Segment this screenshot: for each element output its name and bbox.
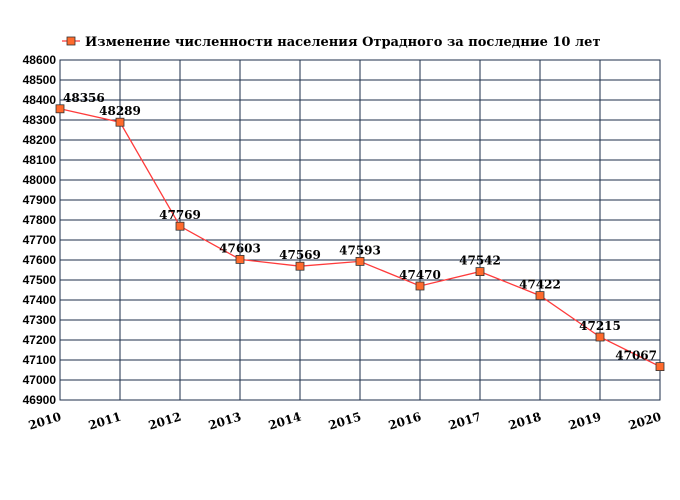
- data-point: [535, 291, 545, 301]
- data-label: 47067: [615, 349, 657, 363]
- y-tick-label: 47500: [23, 273, 57, 287]
- x-tick-label: 2011: [87, 409, 123, 432]
- data-label: 47422: [519, 278, 561, 292]
- data-point: [475, 267, 485, 277]
- data-label: 47569: [279, 248, 321, 262]
- data-label: 47603: [219, 241, 261, 255]
- data-label: 47542: [459, 254, 501, 268]
- x-tick-label: 2020: [627, 409, 663, 432]
- data-point: [295, 261, 305, 271]
- x-tick-label: 2018: [507, 409, 543, 432]
- data-label: 47593: [339, 243, 381, 257]
- x-tick-label: 2017: [447, 409, 483, 432]
- y-tick-label: 48000: [23, 173, 57, 187]
- series-group: [55, 104, 665, 372]
- x-tick-label: 2014: [267, 409, 303, 432]
- y-tick-label: 47600: [23, 253, 57, 267]
- y-tick-label: 48500: [23, 73, 57, 87]
- data-point: [115, 117, 125, 127]
- y-tick-label: 48100: [23, 153, 57, 167]
- grid: [59, 59, 661, 401]
- y-tick-label: 46900: [23, 393, 57, 407]
- y-tick-label: 48200: [23, 133, 57, 147]
- x-tick-label: 2010: [27, 409, 63, 432]
- x-tick-label: 2015: [327, 409, 363, 432]
- y-tick-label: 47000: [23, 373, 57, 387]
- y-tick-label: 47800: [23, 213, 57, 227]
- data-label: 47769: [159, 208, 201, 222]
- data-label: 48289: [99, 104, 141, 118]
- data-point: [415, 281, 425, 291]
- y-tick-label: 47700: [23, 233, 57, 247]
- data-label: 47215: [579, 319, 621, 333]
- data-label: 47470: [399, 268, 441, 282]
- legend-marker: [66, 36, 76, 46]
- data-point: [175, 221, 185, 231]
- y-tick-label: 47300: [23, 313, 57, 327]
- data-point: [595, 332, 605, 342]
- y-tick-label: 48600: [23, 53, 57, 67]
- data-point: [655, 362, 665, 372]
- y-tick-labels: 46900 47000 47100 47200 47300 47400 47500 47600…: [23, 53, 57, 407]
- data-label: 48356: [63, 91, 105, 105]
- y-tick-label: 48400: [23, 93, 57, 107]
- data-point: [55, 104, 65, 114]
- y-tick-label: 48300: [23, 113, 57, 127]
- legend-label: Изменение численности населения Отрадног…: [85, 35, 601, 50]
- y-tick-label: 47100: [23, 353, 57, 367]
- y-tick-label: 47400: [23, 293, 57, 307]
- x-tick-label: 2012: [147, 409, 183, 432]
- data-point: [235, 254, 245, 264]
- legend: Изменение численности населения Отрадног…: [62, 35, 601, 50]
- data-point: [355, 256, 365, 266]
- x-tick-label: 2013: [207, 409, 243, 432]
- plot-frame: [59, 59, 661, 401]
- x-tick-labels: 2010 2011 2012 2013 2014 2015 2016 2017 2018 2019…: [27, 409, 663, 432]
- y-tick-label: 47200: [23, 333, 57, 347]
- y-tick-label: 47900: [23, 193, 57, 207]
- x-tick-label: 2019: [567, 409, 603, 432]
- x-tick-label: 2016: [387, 409, 423, 432]
